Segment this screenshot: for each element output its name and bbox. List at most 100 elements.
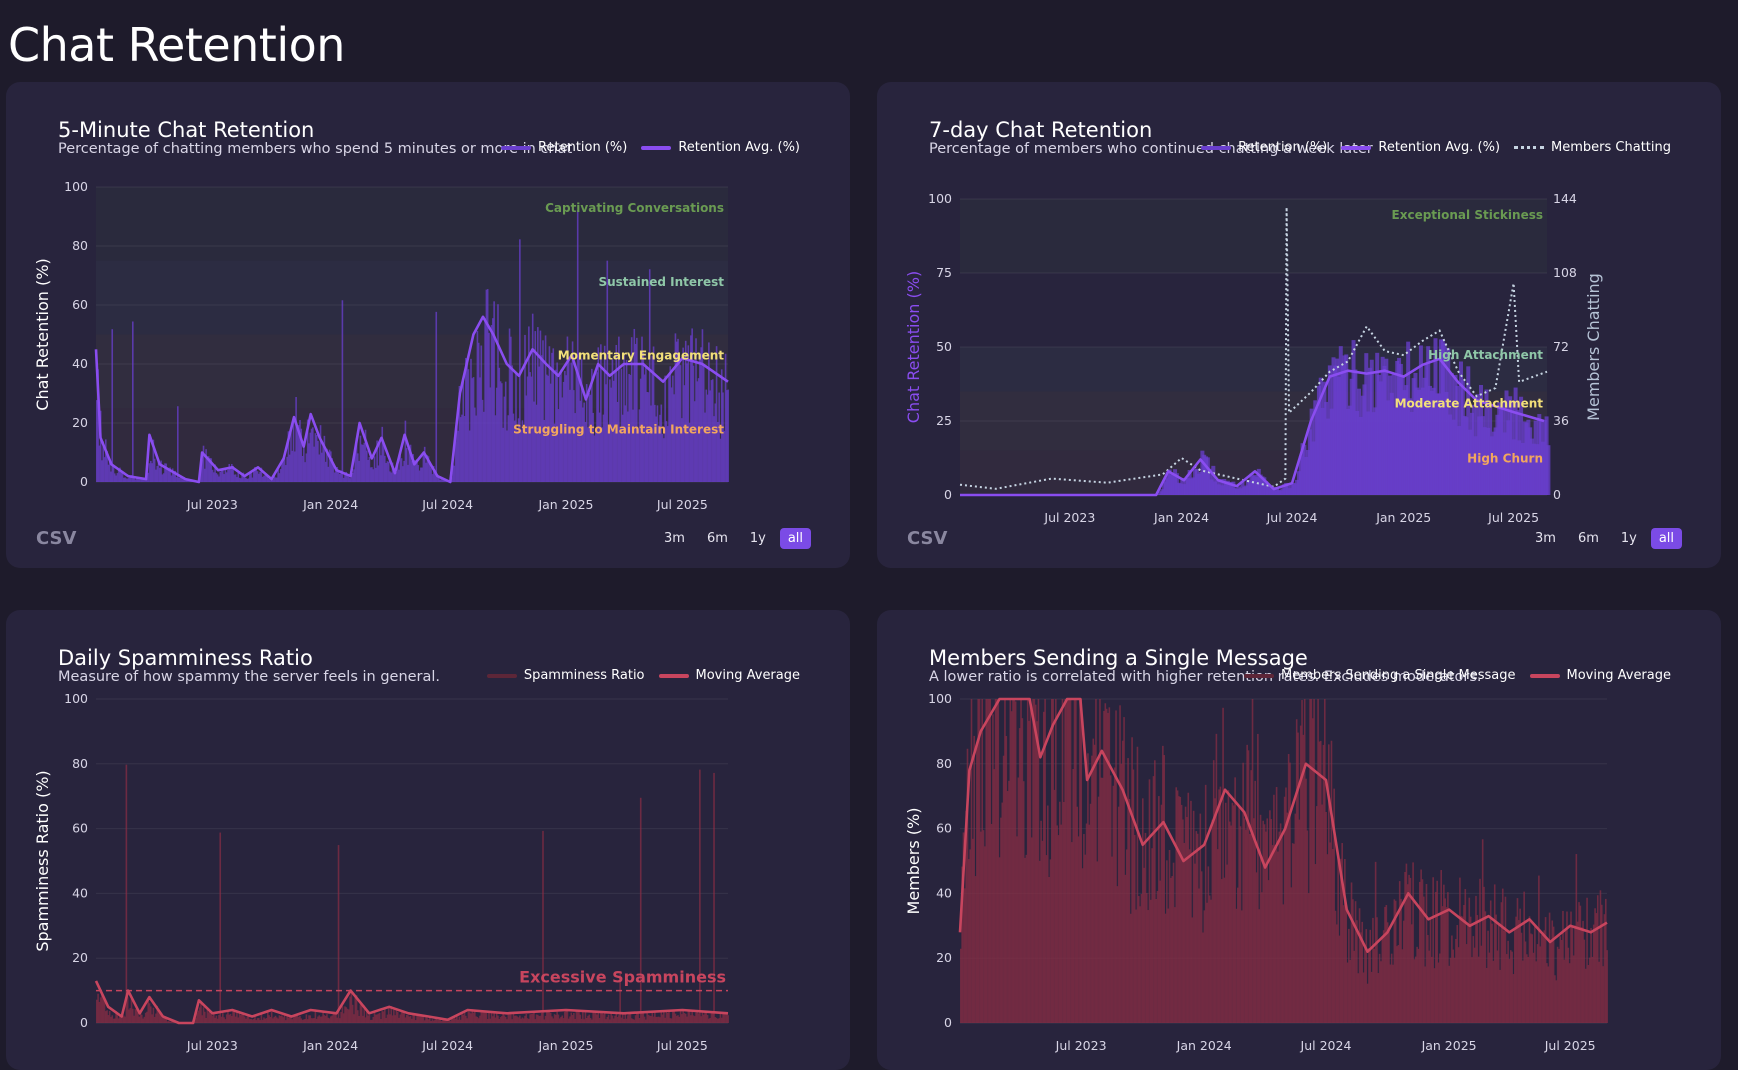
y-tick-label: 100 — [928, 191, 952, 206]
band-region — [96, 335, 728, 409]
legend-label: Spamminess Ratio — [524, 668, 645, 683]
y-tick-label: 40 — [72, 885, 88, 900]
legend-swatch-average — [1530, 674, 1560, 678]
y-right-axis-label: Members Chatting — [1584, 273, 1603, 421]
legend-label: Moving Average — [696, 668, 800, 683]
y-right-tick-label: 72 — [1553, 339, 1569, 354]
legend-item-average[interactable]: Moving Average — [1530, 668, 1671, 683]
chart-legend: Retention (%) Retention Avg. (%) — [501, 140, 800, 155]
range-6m-button[interactable]: 6m — [699, 528, 736, 549]
raw-bar — [338, 845, 340, 1023]
raw-bar — [435, 312, 437, 482]
raw-bar — [219, 833, 221, 1023]
y-tick-label: 0 — [944, 487, 952, 502]
chart-legend: Spamminess Ratio Moving Average — [487, 668, 800, 683]
moving-average-line — [96, 981, 728, 1023]
x-tick-label: Jan 2024 — [302, 497, 358, 512]
y-tick-label: 60 — [72, 821, 88, 836]
legend-item-retention[interactable]: Retention (%) — [501, 140, 627, 155]
y-tick-label: 25 — [936, 413, 952, 428]
y-tick-label: 80 — [72, 756, 88, 771]
range-all-button[interactable]: all — [780, 528, 811, 549]
x-tick-label: Jan 2024 — [1176, 1038, 1232, 1053]
legend-label: Retention (%) — [1238, 140, 1327, 155]
band-label: Momentary Engagement — [558, 349, 724, 363]
y-tick-label: 100 — [64, 179, 88, 194]
legend-label: Members Sending a Single Message — [1281, 668, 1516, 683]
y-tick-label: 40 — [936, 885, 952, 900]
legend-item-retention[interactable]: Retention (%) — [1201, 140, 1327, 155]
band-label: Struggling to Maintain Interest — [513, 422, 724, 436]
legend-swatch-average — [641, 146, 671, 150]
chart-legend: Members Sending a Single Message Moving … — [1244, 668, 1671, 683]
x-tick-label: Jan 2025 — [1421, 1038, 1477, 1053]
y-tick-label: 100 — [64, 691, 88, 706]
legend-label: Members Chatting — [1551, 140, 1671, 155]
x-tick-label: Jan 2024 — [1153, 510, 1209, 525]
legend-swatch-average — [1341, 146, 1371, 150]
y-tick-label: 60 — [936, 821, 952, 836]
raw-bar — [177, 406, 179, 482]
legend-label: Retention (%) — [538, 140, 627, 155]
legend-swatch-single-message — [1244, 674, 1274, 678]
y-tick-label: 50 — [936, 339, 952, 354]
range-1y-button[interactable]: 1y — [742, 528, 774, 549]
x-tick-label: Jan 2024 — [302, 1038, 358, 1053]
csv-export-button[interactable]: CSV — [907, 528, 947, 549]
legend-swatch-spamminess — [487, 674, 517, 678]
y-tick-label: 0 — [80, 1015, 88, 1030]
x-tick-label: Jul 2025 — [1544, 1038, 1596, 1053]
band-label: High Churn — [1467, 452, 1543, 466]
range-3m-button[interactable]: 3m — [656, 528, 693, 549]
legend-swatch-members — [1514, 146, 1544, 149]
y-right-tick-label: 108 — [1553, 265, 1577, 280]
x-tick-label: Jul 2025 — [1487, 510, 1539, 525]
legend-item-members[interactable]: Members Chatting — [1514, 140, 1671, 155]
x-tick-label: Jan 2025 — [537, 1038, 593, 1053]
x-tick-label: Jul 2023 — [186, 1038, 238, 1053]
band-label: Sustained Interest — [598, 275, 724, 289]
chart-legend: Retention (%) Retention Avg. (%) Members… — [1201, 140, 1671, 155]
band-label: Moderate Attachment — [1395, 396, 1544, 410]
page-title: Chat Retention — [8, 18, 345, 72]
x-tick-label: Jul 2024 — [1300, 1038, 1352, 1053]
legend-item-average[interactable]: Retention Avg. (%) — [1341, 140, 1500, 155]
raw-bar — [640, 798, 642, 1023]
range-all-button[interactable]: all — [1651, 528, 1682, 549]
raw-bar — [1606, 950, 1608, 1023]
range-3m-button[interactable]: 3m — [1527, 528, 1564, 549]
y-tick-label: 75 — [936, 265, 952, 280]
threshold-label: Excessive Spamminess — [519, 968, 726, 987]
legend-item-spamminess[interactable]: Spamminess Ratio — [487, 668, 645, 683]
chart-subtitle: Measure of how spammy the server feels i… — [58, 669, 440, 685]
legend-swatch-average — [659, 674, 689, 678]
y-tick-label: 0 — [944, 1015, 952, 1030]
x-tick-label: Jul 2023 — [1055, 1038, 1107, 1053]
raw-bar — [1546, 445, 1550, 495]
raw-bar — [542, 831, 544, 1023]
raw-bar — [342, 300, 344, 482]
range-1y-button[interactable]: 1y — [1613, 528, 1645, 549]
raw-bar — [111, 329, 113, 482]
range-6m-button[interactable]: 6m — [1570, 528, 1607, 549]
legend-item-single-message[interactable]: Members Sending a Single Message — [1244, 668, 1516, 683]
y-tick-label: 100 — [928, 691, 952, 706]
y-tick-label: 20 — [72, 950, 88, 965]
raw-bar — [132, 321, 134, 482]
legend-label: Moving Average — [1567, 668, 1671, 683]
legend-item-average[interactable]: Moving Average — [659, 668, 800, 683]
csv-export-button[interactable]: CSV — [36, 528, 76, 549]
y-tick-label: 40 — [72, 356, 88, 371]
range-selector: 3m 6m 1y all — [1527, 528, 1682, 549]
x-tick-label: Jul 2024 — [421, 497, 473, 512]
legend-label: Retention Avg. (%) — [678, 140, 800, 155]
y-tick-label: 80 — [72, 238, 88, 253]
legend-item-average[interactable]: Retention Avg. (%) — [641, 140, 800, 155]
x-tick-label: Jul 2025 — [656, 1038, 708, 1053]
raw-bar — [727, 1015, 729, 1023]
x-tick-label: Jul 2023 — [1043, 510, 1095, 525]
y-tick-label: 0 — [80, 474, 88, 489]
